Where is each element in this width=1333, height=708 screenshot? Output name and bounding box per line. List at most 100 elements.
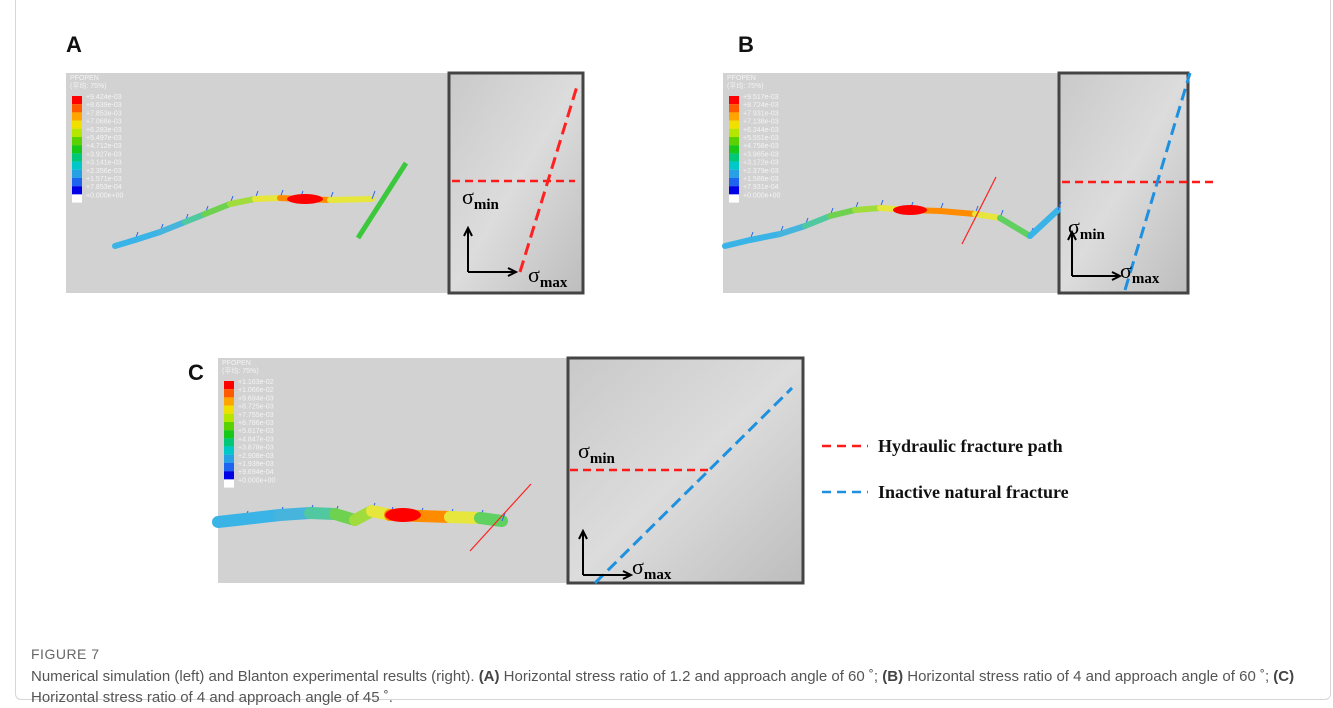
fracture-segment — [937, 208, 978, 217]
fracture-segment — [252, 195, 283, 202]
colorbar-swatch — [729, 120, 739, 129]
colorbar-swatch — [224, 463, 234, 472]
fracture-segment — [972, 211, 1003, 221]
axis-arrows — [1067, 229, 1123, 281]
colorbar-value: +7.138e-03 — [743, 119, 779, 126]
colorbar-value: +5.551e-03 — [743, 135, 779, 142]
caption-part: Horizontal stress ratio of 1.2 and appro… — [499, 668, 883, 685]
colorbar-swatch — [72, 137, 82, 146]
colorbar-swatch — [72, 169, 82, 178]
colorbar-value: +1.066e-02 — [238, 387, 274, 394]
colorbar-value: +7.853e-04 — [86, 184, 122, 191]
colorbar-swatch — [72, 178, 82, 187]
colorbar-swatch — [729, 194, 739, 203]
colorbar-value: +9.517e-03 — [743, 94, 779, 101]
stress-symbol: σ — [462, 184, 474, 209]
stress-subscript: max — [1132, 271, 1160, 287]
fracture-segment — [802, 213, 833, 229]
simulation-background — [66, 73, 449, 293]
stress-symbol: σ — [1120, 258, 1132, 283]
colorbar-swatch — [72, 145, 82, 154]
figure-frame — [15, 0, 1331, 700]
colorbar-swatch — [729, 186, 739, 195]
fracture-segment — [1027, 207, 1061, 239]
fracture-segment — [157, 219, 188, 235]
legend-label: Inactive natural fracture — [878, 482, 1069, 502]
colorbar-swatch — [729, 137, 739, 146]
stress-label: σmin — [1068, 214, 1106, 243]
colorbar-swatch — [72, 194, 82, 203]
colorbar-value: +9.694e-04 — [238, 469, 274, 476]
colorbar-swatch — [729, 112, 739, 121]
fracture-segment — [852, 205, 883, 213]
fracture-branch — [371, 190, 376, 200]
colorbar-value: +1.939e-03 — [238, 461, 274, 468]
stress-subscript: min — [474, 197, 500, 213]
colorbar-swatch — [72, 153, 82, 162]
caption-part: Horizontal stress ratio of 4 and approac… — [31, 689, 393, 706]
colorbar-value: +8.725e-03 — [238, 404, 274, 411]
colorbar-swatch — [729, 153, 739, 162]
stress-subscript: min — [590, 451, 616, 467]
fracture-segment — [132, 229, 163, 243]
colorbar-value: +7.931e-04 — [743, 184, 779, 191]
colorbar-value: +1.163e-02 — [238, 379, 274, 386]
axis-arrows — [578, 528, 634, 580]
colorbar-value: +3.172e-03 — [743, 160, 779, 167]
colorbar-swatch — [72, 161, 82, 170]
colorbar-swatch — [72, 104, 82, 113]
colorbar-swatch — [224, 438, 234, 447]
colorbar-swatch — [729, 169, 739, 178]
colorbar-subtitle: (平均: 75%) — [222, 366, 259, 375]
colorbar-swatch — [72, 128, 82, 137]
colorbar-value: +6.786e-03 — [238, 420, 274, 427]
stress-subscript: max — [644, 567, 672, 583]
colorbar-value: +2.356e-03 — [86, 168, 122, 175]
stress-subscript: max — [540, 275, 568, 291]
colorbar-title: PFOPEN — [70, 75, 99, 82]
colorbar-value: +7.931e-03 — [743, 110, 779, 117]
colorbar-value: +7.068e-03 — [86, 119, 122, 126]
colorbar-value: +4.712e-03 — [86, 143, 122, 150]
caption-part: (C) — [1273, 668, 1295, 685]
stress-label: σmax — [632, 554, 672, 583]
fracture-segment — [327, 196, 375, 203]
colorbar-value: +3.927e-03 — [86, 151, 122, 158]
colorbar-swatch — [224, 479, 234, 488]
colorbar-swatch — [729, 178, 739, 187]
colorbar-swatch — [224, 454, 234, 463]
colorbar-swatch — [224, 413, 234, 422]
colorbar-swatch — [72, 186, 82, 195]
colorbar-value: +0.000e+00 — [743, 192, 780, 199]
panel-label: C — [188, 360, 204, 385]
stress-label: σmax — [1120, 258, 1160, 287]
axis-arrows — [463, 225, 519, 277]
colorbar-value: +6.283e-03 — [86, 127, 122, 134]
panel-label: B — [738, 32, 754, 57]
colorbar-title: PFOPEN — [727, 75, 756, 82]
fracture-segment — [202, 201, 233, 217]
stress-label: σmax — [528, 262, 568, 291]
natural-fracture-dashed — [593, 386, 794, 585]
fracture-segment — [777, 223, 808, 237]
colorbar-value: +3.878e-03 — [238, 445, 274, 452]
experiment-photo — [566, 356, 805, 585]
fracture-segment — [112, 237, 138, 249]
colorbar-value: +4.758e-03 — [743, 143, 779, 150]
colorbar-value: +2.908e-03 — [238, 453, 274, 460]
colorbar-value: +1.586e-03 — [743, 176, 779, 183]
colorbar-subtitle: (平均: 75%) — [70, 81, 107, 90]
fracture-branch — [1057, 201, 1062, 211]
natural-fracture-dashed — [1123, 72, 1192, 291]
experiment-photo — [447, 71, 585, 295]
natural-fracture — [355, 161, 409, 240]
natural-fracture — [961, 176, 997, 245]
colorbar-swatch — [224, 405, 234, 414]
caption-part: Horizontal stress ratio of 4 and approac… — [903, 668, 1274, 685]
colorbar-value: +9.694e-03 — [238, 395, 274, 402]
colorbar-value: +5.817e-03 — [238, 428, 274, 435]
colorbar-value: +0.000e+00 — [86, 192, 123, 199]
colorbar-value: +8.639e-03 — [86, 102, 122, 109]
